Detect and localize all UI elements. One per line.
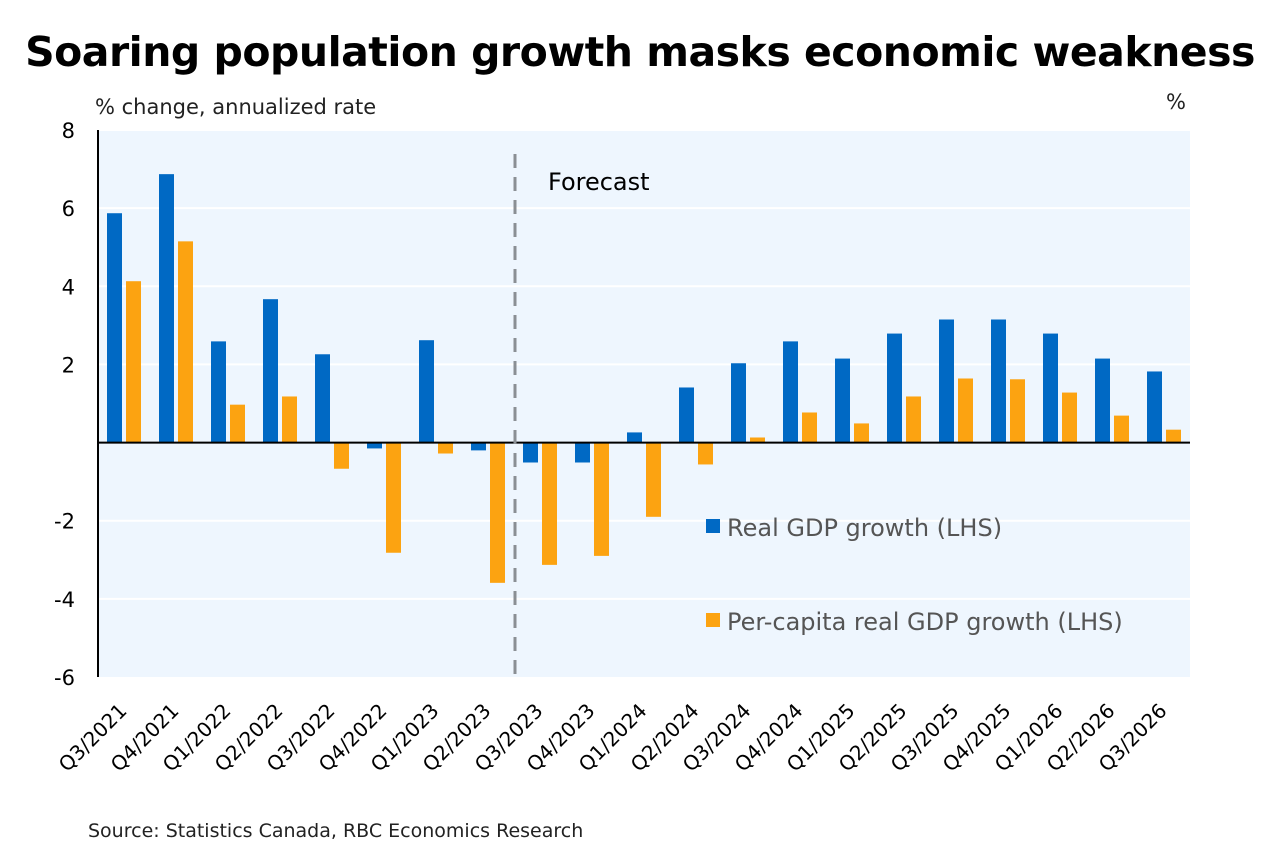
bar-per-capita-gdp: [386, 442, 401, 553]
bar-real-gdp: [315, 354, 330, 443]
legend-label: Per-capita real GDP growth (LHS): [727, 608, 1123, 636]
bar-real-gdp: [523, 442, 538, 463]
bar-per-capita-gdp: [698, 442, 713, 465]
bar-per-capita-gdp: [1062, 392, 1077, 443]
bar-per-capita-gdp: [854, 423, 869, 443]
bar-real-gdp: [731, 363, 746, 443]
plot-area: [98, 130, 1190, 677]
y-tick-label: 4: [62, 275, 75, 299]
right-axis-label: %: [1166, 90, 1186, 114]
bar-real-gdp: [419, 340, 434, 443]
bar-real-gdp: [1147, 371, 1162, 443]
bar-per-capita-gdp: [490, 442, 505, 583]
y-tick-label: -4: [54, 588, 75, 612]
bar-real-gdp: [211, 341, 226, 443]
bar-per-capita-gdp: [126, 281, 141, 443]
bar-real-gdp: [107, 213, 122, 443]
bar-per-capita-gdp: [646, 442, 661, 517]
bar-real-gdp: [1095, 358, 1110, 443]
bar-per-capita-gdp: [334, 442, 349, 469]
y-tick-label: 6: [62, 197, 75, 221]
bar-real-gdp: [367, 442, 382, 449]
bar-per-capita-gdp: [542, 442, 557, 565]
bar-per-capita-gdp: [802, 412, 817, 443]
bar-per-capita-gdp: [230, 404, 245, 443]
y-axis-label: % change, annualized rate: [95, 95, 377, 119]
bar-real-gdp: [679, 387, 694, 443]
bar-real-gdp: [991, 319, 1006, 443]
bar-real-gdp: [627, 432, 642, 443]
bar-per-capita-gdp: [438, 442, 453, 454]
source-note: Source: Statistics Canada, RBC Economics…: [88, 820, 584, 842]
bar-per-capita-gdp: [1010, 379, 1025, 443]
y-tick-label: 8: [62, 119, 75, 143]
bar-real-gdp: [939, 319, 954, 443]
bar-real-gdp: [887, 333, 902, 443]
bar-per-capita-gdp: [1166, 429, 1181, 443]
bar-per-capita-gdp: [178, 241, 193, 443]
y-tick-label: -6: [54, 666, 75, 690]
bar-real-gdp: [263, 299, 278, 443]
bar-real-gdp: [471, 442, 486, 451]
bar-real-gdp: [783, 341, 798, 443]
bar-real-gdp: [1043, 333, 1058, 443]
forecast-annotation: Forecast: [548, 168, 650, 196]
bar-per-capita-gdp: [1114, 415, 1129, 443]
bar-per-capita-gdp: [282, 396, 297, 443]
bar-per-capita-gdp: [958, 378, 973, 443]
bar-per-capita-gdp: [906, 396, 921, 443]
chart-title: Soaring population growth masks economic…: [25, 28, 1255, 76]
y-tick-label: 2: [62, 353, 75, 377]
bar-per-capita-gdp: [750, 437, 765, 443]
bar-per-capita-gdp: [594, 442, 609, 556]
bar-real-gdp: [575, 442, 590, 463]
legend-swatch: [706, 519, 720, 533]
y-tick-label: -2: [54, 510, 75, 534]
bar-real-gdp: [159, 174, 174, 443]
legend-swatch: [706, 613, 720, 627]
bar-real-gdp: [835, 358, 850, 443]
legend-label: Real GDP growth (LHS): [727, 514, 1002, 542]
